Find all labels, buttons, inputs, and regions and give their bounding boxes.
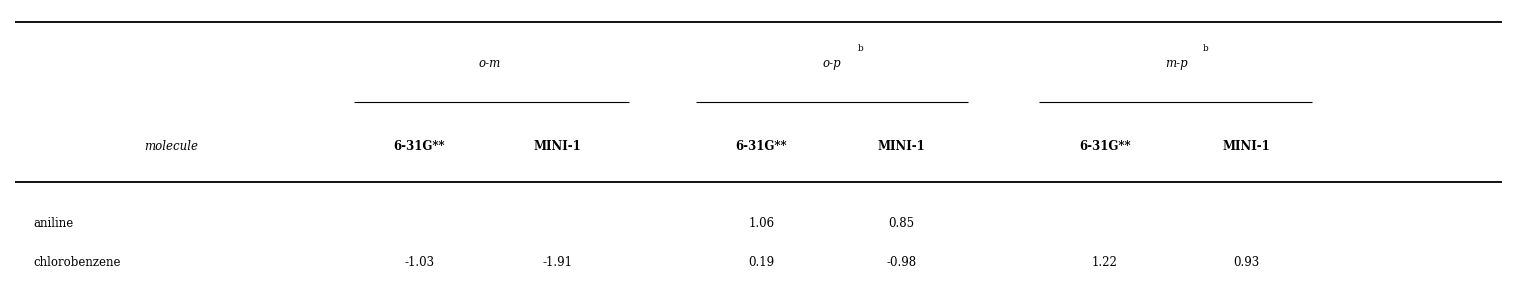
Text: 0.93: 0.93 [1233, 256, 1259, 269]
Text: b: b [1203, 44, 1209, 53]
Text: o-m: o-m [478, 57, 501, 70]
Text: 0.85: 0.85 [887, 217, 915, 230]
Text: MINI-1: MINI-1 [1223, 140, 1270, 153]
Text: chlorobenzene: chlorobenzene [33, 256, 120, 269]
Text: 1.22: 1.22 [1092, 256, 1118, 269]
Text: 6-31G**: 6-31G** [1079, 140, 1130, 153]
Text: MINI-1: MINI-1 [877, 140, 925, 153]
Text: -1.91: -1.91 [543, 256, 573, 269]
Text: MINI-1: MINI-1 [534, 140, 581, 153]
Text: 0.19: 0.19 [748, 256, 775, 269]
Text: -1.03: -1.03 [405, 256, 434, 269]
Text: aniline: aniline [33, 217, 73, 230]
Text: -0.98: -0.98 [886, 256, 916, 269]
Text: b: b [859, 44, 863, 53]
Text: m-p: m-p [1165, 57, 1188, 70]
Text: o-p: o-p [822, 57, 840, 70]
Text: 6-31G**: 6-31G** [736, 140, 787, 153]
Text: molecule: molecule [144, 140, 199, 153]
Text: 6-31G**: 6-31G** [394, 140, 446, 153]
Text: 1.06: 1.06 [748, 217, 775, 230]
